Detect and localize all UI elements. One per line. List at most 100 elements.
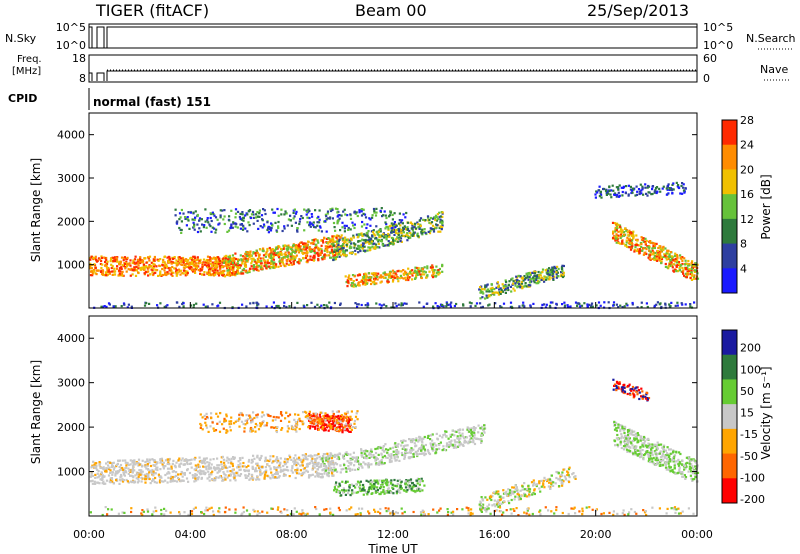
scatter-cell — [95, 273, 98, 276]
scatter-cell — [302, 459, 305, 462]
scatter-cell — [144, 476, 147, 479]
scatter-cell — [381, 456, 384, 459]
scatter-cell — [478, 438, 481, 441]
scatter-cell — [290, 469, 293, 472]
scatter-cell — [218, 272, 221, 275]
scatter-cell — [187, 219, 190, 222]
scatter-cell — [305, 246, 308, 249]
scatter-cell — [434, 275, 437, 278]
scatter-cell — [298, 245, 301, 248]
scatter-cell — [613, 222, 616, 225]
scatter-cell — [211, 470, 214, 473]
scatter-cell — [350, 282, 353, 285]
scatter-cell — [318, 209, 321, 212]
scatter-cell — [686, 266, 689, 269]
scatter-cell — [165, 273, 168, 277]
scatter-cell — [283, 256, 287, 259]
scatter-cell — [665, 187, 668, 190]
scatter-cell — [403, 272, 406, 275]
scatter-cell — [286, 255, 289, 259]
scatter-cell — [287, 244, 290, 247]
scatter-cell — [664, 254, 667, 257]
scatter-cell — [352, 451, 355, 454]
scatter-cell — [185, 461, 189, 464]
scatter-cell — [686, 262, 689, 265]
scatter-cell — [382, 488, 385, 492]
scatter-cell — [268, 261, 271, 265]
scatter-cell — [197, 269, 200, 272]
scatter-cell — [686, 273, 689, 276]
scatter-cell — [620, 242, 623, 245]
scatter-cell — [324, 245, 327, 248]
scatter-cell — [693, 274, 696, 277]
scatter-cell — [157, 473, 160, 476]
scatter-cell — [651, 257, 655, 260]
scatter-cell — [387, 448, 390, 451]
scatter-cell — [175, 264, 178, 267]
scatter-cell — [371, 492, 374, 495]
scatter-cell — [134, 474, 137, 477]
scatter-cell — [133, 459, 136, 462]
scatter-cell — [616, 193, 619, 196]
scatter-cell — [319, 458, 322, 461]
scatter-cell — [631, 303, 634, 306]
scatter-cell — [266, 265, 269, 268]
scatter-cell — [472, 426, 475, 429]
scatter-cell — [305, 469, 308, 472]
scatter-cell — [544, 306, 548, 309]
scatter-cell — [256, 260, 259, 263]
scatter-cell — [589, 305, 593, 308]
scatter-cell — [298, 260, 301, 263]
scatter-cell — [162, 480, 165, 483]
scatter-cell — [423, 270, 426, 273]
scatter-cell — [322, 453, 325, 456]
scatter-cell — [110, 465, 113, 469]
scatter-cell — [389, 242, 392, 245]
scatter-cell — [230, 257, 233, 260]
scatter-cell — [490, 283, 493, 286]
scatter-cell — [252, 216, 255, 219]
scatter-cell — [604, 189, 608, 192]
scatter-cell — [469, 430, 472, 433]
scatter-cell — [252, 477, 255, 480]
scatter-cell — [159, 272, 162, 275]
scatter-cell — [217, 476, 220, 479]
scatter-cell — [138, 469, 141, 472]
scatter-cell — [373, 242, 376, 245]
scatter-cell — [389, 447, 392, 450]
scatter-cell — [462, 303, 465, 306]
scatter-cell — [175, 471, 178, 474]
scatter-cell — [383, 462, 386, 465]
scatter-cell — [385, 223, 388, 226]
scatter-cell — [272, 263, 275, 266]
scatter-cell — [409, 231, 412, 235]
scatter-cell — [644, 237, 647, 240]
scatter-cell — [132, 480, 135, 483]
scatter-cell — [416, 221, 419, 224]
scatter-cell — [455, 302, 458, 306]
scatter-cell — [503, 285, 506, 288]
scatter-cell — [595, 304, 598, 307]
scatter-cell — [298, 258, 301, 261]
scatter-cell — [317, 248, 320, 251]
scatter-cell — [180, 208, 183, 212]
scatter-cell — [612, 189, 615, 192]
scatter-cell — [114, 256, 117, 259]
scatter-cell — [289, 261, 292, 264]
scatter-cell — [231, 306, 234, 309]
scatter-cell — [526, 276, 529, 279]
scatter-cell — [153, 255, 156, 259]
scatter-cell — [208, 466, 211, 469]
scatter-cell — [214, 468, 217, 472]
scatter-cell — [390, 241, 393, 244]
scatter-cell — [242, 226, 245, 229]
scatter-cell — [145, 266, 148, 269]
scatter-cell — [314, 226, 317, 229]
scatter-cell — [148, 471, 151, 474]
scatter-cell — [313, 249, 316, 252]
scatter-cell — [364, 249, 367, 252]
scatter-cell — [104, 470, 107, 473]
scatter-cell — [373, 272, 376, 275]
scatter-cell — [115, 256, 118, 259]
scatter-cell — [442, 448, 445, 451]
